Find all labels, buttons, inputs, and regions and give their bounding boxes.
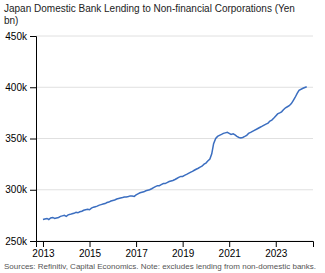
grid-line (36, 87, 313, 88)
x-tick: 2015 (79, 241, 102, 259)
x-tick-label: 2015 (79, 248, 102, 259)
plot-area: 2013 2015 2017 2019 2021 2023 250k 300k 350k 400k… (5, 31, 313, 259)
x-tick-mark (43, 241, 44, 247)
x-tick: 2013 (32, 241, 55, 259)
x-axis: 2013 2015 2017 2019 2021 2023 (32, 241, 313, 259)
grid-line (36, 189, 313, 190)
x-tick-mark (276, 241, 277, 247)
y-tick-label: 300k (5, 184, 28, 195)
grid-line (36, 36, 313, 37)
x-tick-mark (183, 241, 184, 247)
x-tick-label: 2019 (172, 248, 195, 259)
grid (36, 36, 313, 241)
source-note: Sources: Refinitiv, Capital Economics. N… (4, 262, 316, 271)
y-tick-label: 400k (5, 82, 28, 93)
chart-svg: Japan Domestic Bank Lending to Non-finan… (0, 0, 325, 273)
y-axis-line (30, 37, 37, 242)
x-axis-line (37, 242, 314, 248)
y-tick: 400k (5, 82, 36, 93)
x-tick-label: 2017 (125, 248, 148, 259)
y-tick-label: 450k (5, 31, 28, 42)
grid-line (36, 138, 313, 139)
source-line: Sources: Refinitiv, Capital Economics. N… (4, 262, 316, 271)
y-tick-mark (30, 87, 36, 88)
y-tick-label: 350k (5, 133, 28, 144)
x-tick: 2021 (219, 241, 242, 259)
y-tick-mark (30, 241, 36, 242)
x-tick: 2017 (125, 241, 148, 259)
x-tick-label: 2013 (32, 248, 55, 259)
x-tick-label: 2023 (265, 248, 288, 259)
y-tick-mark (30, 36, 36, 37)
y-tick: 250k (5, 236, 36, 247)
chart-container: Japan Domestic Bank Lending to Non-finan… (0, 0, 325, 273)
line (43, 87, 307, 220)
subtitle: bn) (4, 15, 18, 26)
x-tick-mark (229, 241, 230, 247)
x-tick: 2023 (265, 241, 288, 259)
x-tick: 2019 (172, 241, 195, 259)
y-tick-label: 250k (5, 236, 28, 247)
x-tick-mark (90, 241, 91, 247)
marks (43, 87, 307, 220)
y-tick: 450k (5, 31, 36, 42)
y-tick-mark (30, 190, 36, 191)
y-tick: 350k (5, 133, 36, 144)
x-tick-label: 2021 (219, 248, 242, 259)
y-axis: 250k 300k 350k 400k 450k (5, 31, 36, 247)
y-tick: 300k (5, 184, 36, 195)
title: Japan Domestic Bank Lending to Non-finan… (4, 3, 295, 14)
y-tick-mark (30, 139, 36, 140)
x-tick-mark (136, 241, 137, 247)
